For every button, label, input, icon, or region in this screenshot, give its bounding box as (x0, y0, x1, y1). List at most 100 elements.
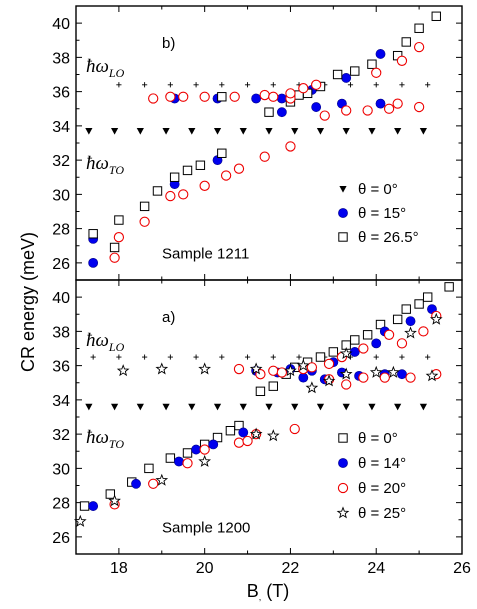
point-top-s2-2 (114, 215, 124, 225)
x-tick-label-26: 26 (453, 560, 471, 577)
point-bottom-s2-9 (268, 365, 279, 376)
point-bottom-s2-4 (233, 437, 245, 448)
point-bottom-s0-3 (144, 463, 154, 474)
y-tick-label-top-34: 34 (52, 119, 70, 136)
point-bottom-s0-19 (362, 330, 373, 340)
point-top-s2-16 (350, 66, 360, 76)
point-top-s2-6 (182, 165, 193, 176)
lo-marker-bottom-3 (167, 354, 173, 360)
point-bottom-s1-2 (174, 456, 184, 467)
point-top-s3-16 (285, 141, 296, 152)
point-top-s2-20 (414, 23, 424, 33)
to-marker-bottom-12 (394, 403, 402, 411)
point-top-s2-3 (139, 201, 150, 212)
point-bottom-s3-1 (108, 494, 121, 507)
y-tick-label-bottom-38: 38 (52, 324, 70, 341)
point-bottom-s3-3 (155, 473, 169, 486)
legend-marker-top-0 (339, 186, 347, 193)
point-bottom-s0-25 (444, 282, 454, 292)
point-top-s3-10 (220, 170, 232, 181)
to-marker-bottom-11 (368, 403, 376, 411)
lo-marker-bottom-6 (244, 354, 251, 360)
to-marker-bottom-6 (239, 403, 247, 411)
x-tick-label-20: 20 (196, 560, 214, 577)
data-marks-layer (73, 11, 454, 527)
to-marker-top-7 (265, 128, 273, 135)
lo-marker-bottom-2 (142, 354, 148, 360)
point-bottom-s1-9 (298, 372, 309, 383)
point-top-s1-0 (88, 257, 99, 268)
y-tick-label-top-38: 38 (52, 50, 70, 67)
point-bottom-s0-11 (268, 381, 278, 391)
point-top-s3-0 (109, 252, 120, 263)
y-tick-label-top-28: 28 (52, 222, 70, 239)
point-top-s3-11 (229, 91, 240, 102)
point-bottom-s0-0 (79, 501, 90, 511)
point-bottom-s0-20 (375, 319, 386, 330)
point-top-s3-26 (392, 98, 403, 109)
point-bottom-s3-6 (198, 362, 212, 375)
lo-marker-top-10 (373, 82, 379, 88)
point-top-s2-5 (169, 172, 180, 182)
point-bottom-s0-8 (225, 426, 236, 436)
lo-marker-top-4 (219, 82, 225, 88)
point-bottom-s1-0 (88, 501, 99, 511)
point-top-s2-10 (264, 107, 274, 117)
point-bottom-s2-20 (379, 372, 390, 383)
point-bottom-s1-5 (238, 427, 249, 438)
point-top-s2-15 (332, 69, 343, 80)
point-bottom-s3-10 (284, 364, 297, 377)
to-marker-bottom-9 (316, 403, 325, 411)
point-top-s3-12 (233, 163, 245, 174)
point-bottom-s2-15 (323, 358, 335, 370)
lo-marker-bottom-0 (90, 354, 96, 360)
point-bottom-s1-19 (397, 369, 407, 380)
to-marker-top-1 (111, 128, 119, 135)
to-marker-bottom-8 (291, 403, 299, 411)
legend-marker-bottom-2 (337, 482, 349, 494)
lo-marker-top-2 (167, 82, 173, 88)
point-bottom-s2-3 (199, 444, 210, 455)
point-top-s3-25 (383, 103, 395, 114)
point-bottom-s2-24 (418, 326, 429, 337)
legend-marker-bottom-0 (338, 433, 348, 443)
point-top-s3-8 (199, 180, 210, 191)
point-top-s2-9 (217, 92, 227, 102)
point-top-s2-0 (88, 229, 98, 239)
point-bottom-s0-15 (315, 352, 326, 362)
point-bottom-s2-23 (405, 372, 416, 383)
point-bottom-s2-17 (341, 379, 352, 390)
point-top-s2-1 (109, 242, 120, 253)
sample-label-top: Sample 1211 (162, 246, 249, 263)
point-bottom-s1-4 (208, 439, 219, 450)
to-marker-bottom-3 (162, 403, 170, 411)
panel-label-top: b) (162, 35, 175, 52)
point-top-s3-24 (371, 67, 382, 78)
legend-marker-top-2 (338, 232, 348, 242)
to-marker-top-6 (239, 128, 247, 135)
point-bottom-s2-19 (358, 343, 369, 354)
to-marker-top-3 (162, 128, 170, 135)
y-tick-label-bottom-32: 32 (52, 427, 70, 444)
to-marker-bottom-5 (213, 403, 222, 411)
point-top-s1-6 (251, 93, 262, 104)
y-axis-label: CR energy (meV) (18, 232, 38, 372)
point-bottom-s3-5 (198, 454, 211, 467)
point-top-s3-19 (298, 83, 309, 94)
x-tick-label-22: 22 (282, 560, 300, 577)
point-bottom-s0-7 (212, 432, 223, 443)
to-marker-bottom-0 (85, 403, 93, 411)
to-marker-top-12 (394, 128, 402, 135)
y-tick-label-bottom-40: 40 (52, 290, 70, 307)
point-bottom-s0-22 (401, 304, 411, 314)
point-top-s3-22 (341, 105, 352, 116)
to-marker-top-13 (419, 128, 427, 135)
point-top-s3-18 (285, 88, 296, 99)
point-bottom-s2-18 (358, 372, 369, 383)
legend-label-top-0: θ = 0° (358, 181, 398, 198)
point-bottom-s2-22 (396, 338, 408, 349)
lo-marker-bottom-5 (219, 354, 225, 360)
point-bottom-s3-18 (404, 326, 417, 339)
point-bottom-s3-11 (296, 358, 310, 372)
